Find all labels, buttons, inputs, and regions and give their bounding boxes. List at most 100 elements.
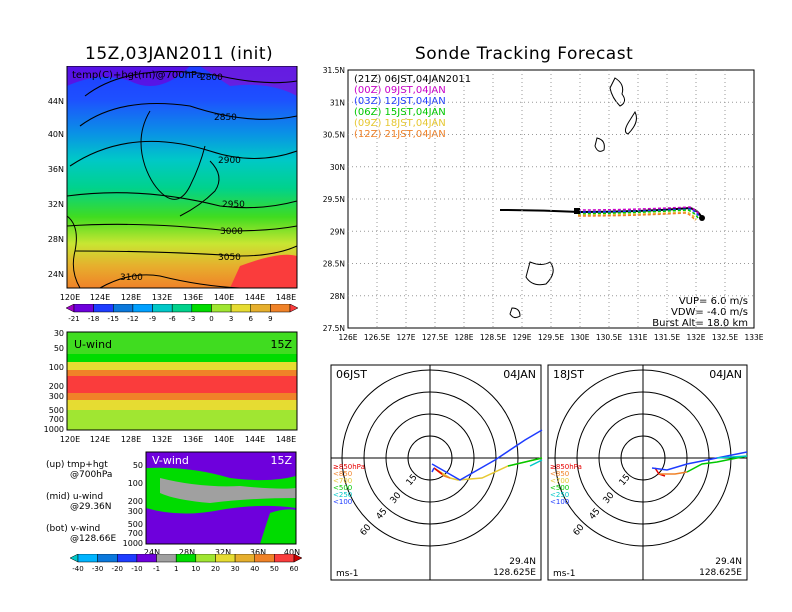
colorbar-cell — [234, 554, 255, 563]
u-x-144e: 144E — [245, 435, 265, 444]
temp-colorbar: -21 -18 -15 -12 -9 -6 -3 0 3 6 9 — [65, 304, 299, 323]
hodo-level-label: ≥850hPa — [333, 463, 365, 471]
colorbar-label: 0 — [209, 315, 213, 323]
v-y-50: 50 — [133, 461, 143, 470]
v-wind-gray-area — [160, 478, 296, 503]
track-lon-label: 132.5E — [712, 333, 738, 342]
colorbar-label: 60 — [290, 565, 299, 573]
colorbar-cell — [175, 554, 197, 563]
u-wind-label: U-wind — [74, 338, 112, 351]
colorbar-cell — [117, 554, 138, 563]
hodograph-left: 06JST 04JAN ≥850hPa<850<700<500<250<100 … — [330, 364, 543, 581]
lat-label-24n: 24N — [48, 270, 64, 279]
lon-label-120e: 120E — [60, 293, 80, 302]
lat-label-36n: 36N — [48, 165, 64, 174]
colorbar-cell — [254, 554, 275, 563]
colorbar-label: 50 — [270, 565, 279, 573]
hodograph-right: 18JST 04JAN ≥850hPa<850<700<500<250<100 … — [547, 364, 748, 581]
colorbar-cell — [191, 304, 212, 313]
v-x-36n: 36N — [250, 548, 266, 557]
track-lon-label: 131.5E — [654, 333, 680, 342]
u-x-140e: 140E — [214, 435, 234, 444]
u-y-700: 700 — [49, 415, 64, 424]
colorbar-cell — [136, 554, 157, 563]
island-small-south — [509, 307, 521, 319]
hodo-left-lat: 29.4N — [509, 557, 536, 567]
hodo-left-frame — [330, 364, 542, 581]
legend-up-b: @700hPa — [70, 470, 113, 480]
hodo-right-frame — [547, 364, 748, 581]
hodo-level-label: <100 — [550, 498, 569, 506]
track-legend-item: (21Z) 06JST,04JAN2011 — [354, 74, 471, 85]
track-legend: (21Z) 06JST,04JAN2011(00Z) 09JST,04JAN(0… — [354, 74, 471, 140]
track-end-marker — [699, 215, 705, 221]
track-lat-label: 31.5N — [323, 66, 345, 75]
u-y-500: 500 — [49, 406, 64, 415]
contour-label-3050: 3050 — [218, 253, 241, 263]
u-wind-band-orange-low — [67, 393, 297, 401]
u-wind-band-lower — [67, 410, 297, 430]
contour-label-2800: 2800 — [200, 73, 223, 83]
track-12z — [577, 212, 696, 222]
colorbar-cell — [73, 304, 94, 313]
contour-label-2950: 2950 — [222, 200, 245, 210]
colorbar-cell — [211, 304, 232, 313]
contour-3000 — [66, 223, 298, 232]
colorbar-label: -10 — [131, 565, 142, 573]
island-ne — [624, 110, 637, 135]
contour-label-3100: 3100 — [120, 273, 143, 283]
contour-2800 — [84, 70, 298, 97]
track-lon-label: 130.5E — [596, 333, 622, 342]
hodo-left-unit: ms-1 — [336, 569, 358, 579]
lon-label-124e: 124E — [90, 293, 110, 302]
v-wind-frame — [145, 451, 297, 545]
hodo-left-lon: 128.625E — [493, 568, 536, 578]
hodo-left-trace-250 — [529, 459, 543, 467]
colorbar-label: 10 — [191, 565, 200, 573]
colorbar-cell — [215, 554, 236, 563]
hodo-left-trace-sfc — [433, 467, 443, 475]
hodo-level-label: <250 — [550, 491, 569, 499]
v-wind-green-low — [260, 509, 296, 544]
colorbar-label: 30 — [231, 565, 240, 573]
colorbar-cell — [250, 304, 271, 313]
hodo-level-label: <250 — [333, 491, 352, 499]
hodo-left-date: 04JAN — [503, 368, 536, 381]
colorbar-label: 20 — [211, 565, 220, 573]
u-x-124e: 124E — [90, 435, 110, 444]
track-legend-item: (03Z) 12JST,04JAN — [354, 96, 446, 107]
u-x-128e: 128E — [121, 435, 141, 444]
temp-colorbar-labels: -21 -18 -15 -12 -9 -6 -3 0 3 6 9 — [68, 315, 272, 323]
colorbar-label: 40 — [250, 565, 259, 573]
lat-label-44n: 44N — [48, 97, 64, 106]
legend-line-bot: (bot) v-wind @128.66E — [46, 524, 116, 544]
hodo-level-label: ≥850hPa — [550, 463, 582, 471]
track-panel: (21Z) 06JST,04JAN2011(00Z) 09JST,04JAN(0… — [323, 66, 764, 342]
legend-bot-b: @128.66E — [70, 534, 117, 544]
colorbar-label: 3 — [229, 315, 233, 323]
v-y-300: 300 — [128, 507, 143, 516]
track-lat-label: 30N — [330, 163, 345, 172]
colorbar-label: 9 — [268, 315, 272, 323]
track-lon-label: 131E — [628, 333, 647, 342]
track-03z — [577, 208, 700, 218]
v-wind-panel: V-wind 15Z 50 100 200 300 500 700 1000 2… — [123, 451, 300, 557]
island-south — [525, 261, 554, 286]
track-legend-item: (00Z) 09JST,04JAN — [354, 85, 446, 96]
u-y-50: 50 — [54, 344, 64, 353]
track-lon-labels: 126E 126.5E 127E 127.5E 128E 128.5E 129E 129.5E… — [338, 70, 764, 342]
right-title: Sonde Tracking Forecast — [415, 44, 634, 64]
track-lat-label: 27.5N — [323, 324, 345, 333]
temp-map-panel: 2800 2850 2900 2950 3000 3050 3100 temp(… — [48, 66, 298, 302]
lat-label-32n: 32N — [48, 200, 64, 209]
colorbar-cell — [132, 304, 153, 313]
colorbar-label: -9 — [149, 315, 156, 323]
hodo-level-label: <850 — [333, 470, 352, 478]
u-wind-band-orange — [67, 370, 297, 378]
colorbar-cell — [171, 304, 193, 313]
hodo-right-trace-500 — [686, 455, 748, 473]
lat-label-28n: 28N — [48, 235, 64, 244]
colorbar-cell — [274, 554, 295, 563]
colorbar-cell — [270, 304, 291, 313]
temp-colorbar-cells — [65, 304, 299, 313]
